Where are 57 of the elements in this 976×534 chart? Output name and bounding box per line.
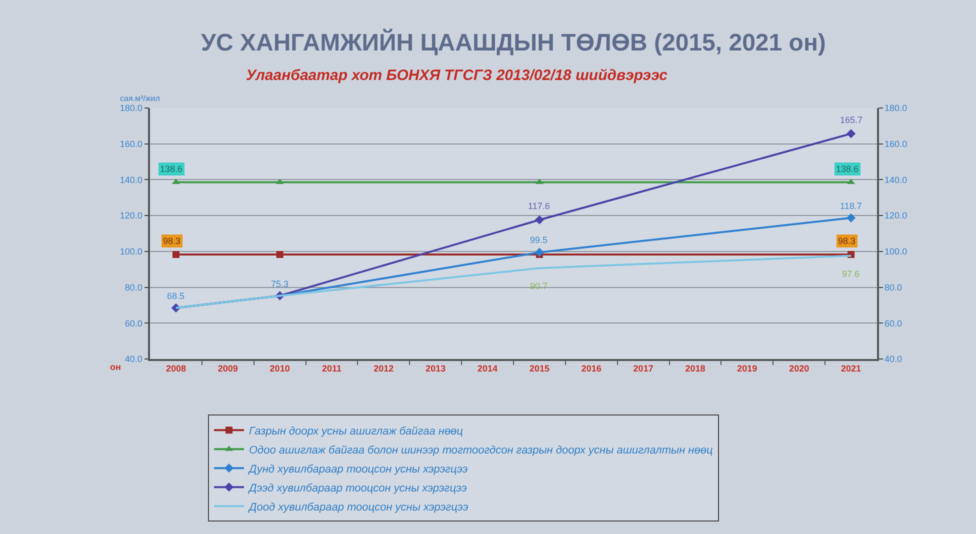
legend-label: Доод хувилбараар тооцсон усны хэрэгцээ xyxy=(247,501,469,514)
y2-tick-label: 140.0 xyxy=(884,174,908,185)
data-label: 138.6 xyxy=(160,164,183,174)
y-tick-label: 80.0 xyxy=(124,282,142,292)
x-tick-label: 2017 xyxy=(633,364,654,374)
data-label: 98.3 xyxy=(838,236,856,246)
legend-label: Газрын доорх усны ашиглаж байгаа нөөц xyxy=(249,425,463,438)
y2-tick-label: 80.0 xyxy=(884,282,902,292)
chart-title: УС ХАНГАМЖИЙН ЦААШДЫН ТӨЛӨВ (2015, 2021 он) xyxy=(201,28,826,56)
x-axis-title: он xyxy=(110,362,121,372)
point xyxy=(172,250,180,258)
x-tick-label: 2012 xyxy=(374,364,394,374)
data-label: 68.5 xyxy=(167,291,185,301)
x-tick-label: 2008 xyxy=(166,364,186,374)
y-axis-title: сая.м³/жил xyxy=(120,94,160,103)
y-tick-label: 160.0 xyxy=(120,139,142,150)
y2-tick-label: 60.0 xyxy=(884,318,902,328)
y-tick-label: 140.0 xyxy=(120,174,142,185)
x-tick-label: 2013 xyxy=(426,364,446,374)
legend-label: Дунд хувилбараар тооцсон усны хэрэгцээ xyxy=(247,463,468,476)
x-tick-label: 2019 xyxy=(737,364,758,374)
point xyxy=(846,129,856,138)
data-label: 90.7 xyxy=(530,281,548,291)
x-tick-label: 2011 xyxy=(322,364,342,374)
x-tick-label: 2015 xyxy=(529,364,550,374)
data-label: 138.6 xyxy=(836,164,859,174)
y-tick-label: 100.0 xyxy=(120,246,142,257)
point xyxy=(276,250,284,258)
point xyxy=(846,213,856,222)
x-tick-label: 2010 xyxy=(270,364,290,374)
data-label: 99.5 xyxy=(530,235,548,245)
x-tick-label: 2020 xyxy=(789,364,810,374)
y-tick-label: 60.0 xyxy=(124,318,142,328)
y2-tick-label: 160.0 xyxy=(884,139,908,150)
data-label: 118.7 xyxy=(840,201,862,211)
legend-label: Дээд хувилбараар тооцсон усны хэрэгцээ xyxy=(247,482,468,494)
x-tick-label: 2016 xyxy=(581,364,602,374)
data-label: 97.6 xyxy=(842,269,860,279)
y-tick-label: 40.0 xyxy=(124,354,142,364)
y2-tick-label: 100.0 xyxy=(884,246,908,257)
legend-label: Одоо ашиглаж байгаа болон шинээр тогтоогдсон газрын доорх усны ашиглалтын нөөц xyxy=(249,444,713,456)
y-tick-label: 120.0 xyxy=(120,210,142,221)
y-tick-label: 180.0 xyxy=(120,103,142,114)
data-label: 165.7 xyxy=(840,115,863,125)
x-tick-label: 2018 xyxy=(685,364,706,374)
y2-tick-label: 120.0 xyxy=(884,210,908,221)
data-label: 98.3 xyxy=(163,236,181,246)
chart-subtitle: Улаанбаатар хот БОНХЯ ТГСГЗ 2013/02/18 шийдвэрээс xyxy=(246,67,668,84)
y2-tick-label: 180.0 xyxy=(884,103,908,114)
data-label: 117.6 xyxy=(528,201,550,211)
x-tick-label: 2014 xyxy=(478,364,498,374)
y2-tick-label: 40.0 xyxy=(884,354,902,364)
point xyxy=(534,248,544,257)
data-label: 75.3 xyxy=(271,279,289,289)
x-tick-label: 2009 xyxy=(218,364,238,374)
point xyxy=(534,215,544,224)
x-tick-label: 2021 xyxy=(841,364,862,374)
